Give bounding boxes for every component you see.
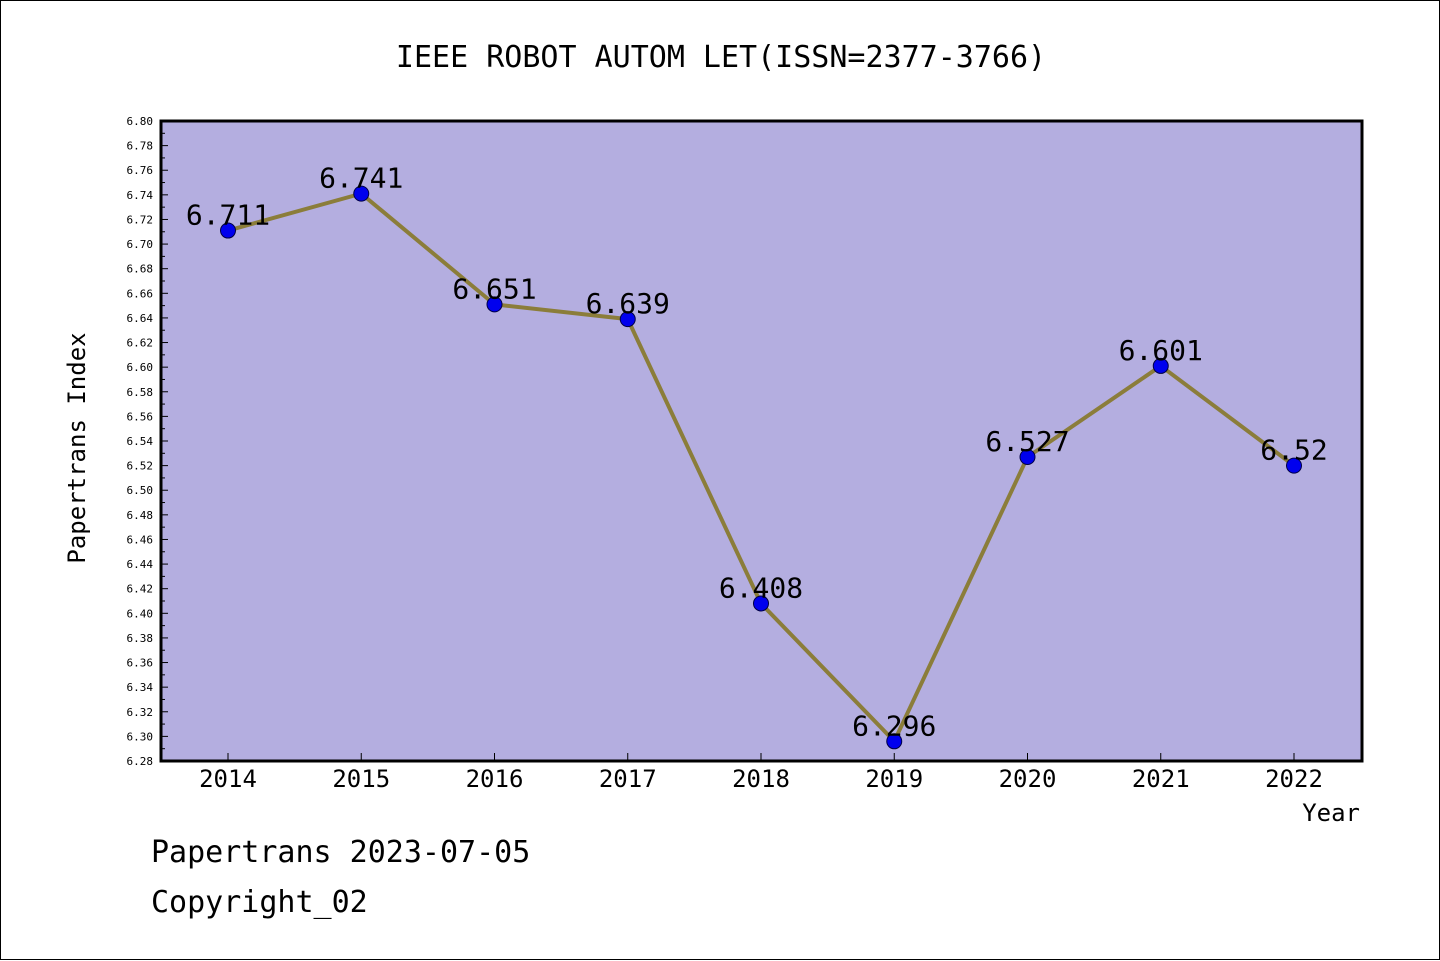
data-label: 6.527	[985, 425, 1069, 458]
x-tick-label: 2017	[599, 765, 657, 793]
y-tick-label: 6.64	[127, 312, 154, 325]
y-tick-label: 6.38	[127, 632, 154, 645]
x-tick-label: 2019	[865, 765, 923, 793]
y-tick-label: 6.76	[127, 164, 154, 177]
y-tick-label: 6.40	[127, 607, 154, 620]
y-tick-label: 6.42	[127, 583, 154, 596]
y-tick-label: 6.50	[127, 484, 154, 497]
x-tick-label: 2022	[1265, 765, 1323, 793]
data-label: 6.741	[319, 162, 403, 195]
data-point	[220, 222, 236, 239]
data-point	[619, 311, 636, 328]
x-tick-label: 2020	[999, 765, 1057, 793]
y-tick-label: 6.46	[127, 533, 154, 546]
chart-title: IEEE ROBOT AUTOM LET(ISSN=2377-3766)	[396, 40, 1046, 75]
footer-copyright: Copyright_02	[151, 885, 368, 920]
data-label: 6.52	[1260, 434, 1327, 467]
data-point	[1152, 357, 1169, 374]
y-tick-label: 6.52	[127, 460, 154, 473]
x-tick-label: 2021	[1132, 765, 1190, 793]
y-tick-label: 6.56	[127, 410, 154, 423]
data-label: 6.711	[186, 199, 270, 232]
y-axis-ticks: 6.28 6.30 6.32 6.34 6.36 6.38 6.40 6.42 6.44 6.46…	[127, 115, 168, 768]
y-tick-label: 6.78	[127, 140, 154, 153]
y-tick-label: 6.74	[127, 189, 154, 202]
data-label: 6.651	[452, 272, 536, 305]
x-tick-label: 2016	[466, 765, 524, 793]
y-tick-label: 6.72	[127, 213, 154, 226]
footer-date: Papertrans 2023-07-05	[151, 835, 531, 870]
y-tick-label: 6.54	[127, 435, 154, 448]
y-tick-label: 6.44	[127, 558, 154, 571]
data-label: 6.296	[852, 709, 936, 742]
y-tick-label: 6.68	[127, 263, 154, 276]
data-point	[353, 185, 370, 202]
data-label: 6.601	[1119, 334, 1203, 367]
y-axis-label: Papertrans Index	[63, 332, 91, 563]
y-tick-label: 6.60	[127, 361, 154, 374]
x-axis-ticks: 2014 2015 2016 2017 2018 2019 2020 2021 2022	[199, 753, 1323, 793]
x-axis-label: Year	[1302, 799, 1360, 827]
y-tick-label: 6.32	[127, 706, 154, 719]
data-markers	[220, 185, 1302, 750]
y-tick-label: 6.34	[127, 681, 154, 694]
data-label: 6.639	[586, 287, 670, 320]
y-tick-label: 6.58	[127, 386, 154, 399]
data-label: 6.408	[719, 571, 803, 604]
data-labels: 6.711 6.741 6.651 6.639 6.408 6.296 6.527 6.601…	[186, 162, 1328, 743]
y-tick-label: 6.48	[127, 509, 154, 522]
data-point	[1286, 457, 1302, 474]
data-point	[486, 296, 503, 313]
y-tick-label: 6.66	[127, 287, 154, 300]
x-tick-label: 2014	[199, 765, 257, 793]
y-tick-label: 6.80	[127, 115, 154, 128]
data-point	[753, 595, 769, 612]
x-tick-label: 2018	[732, 765, 790, 793]
plot-area	[159, 119, 1364, 763]
x-tick-label: 2015	[332, 765, 390, 793]
y-tick-label: 6.62	[127, 337, 154, 350]
data-point	[1019, 449, 1036, 465]
y-tick-label: 6.28	[127, 755, 154, 768]
data-point	[886, 733, 903, 750]
y-tick-label: 6.70	[127, 238, 154, 251]
y-tick-label: 6.36	[127, 657, 154, 670]
y-tick-label: 6.30	[127, 730, 154, 743]
